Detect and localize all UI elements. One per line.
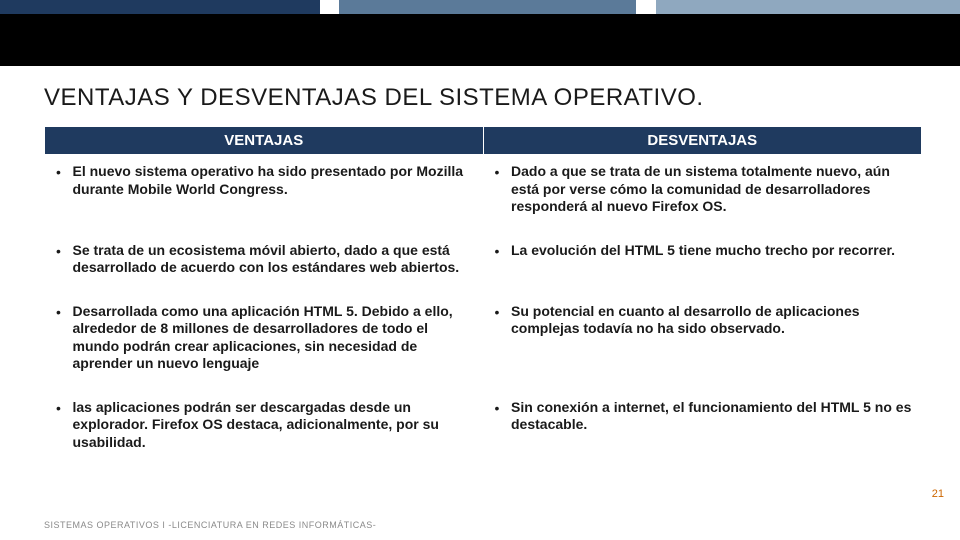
- dark-band: [0, 14, 960, 66]
- cell-text: El nuevo sistema operativo ha sido prese…: [67, 163, 474, 198]
- cell-text: Dado a que se trata de un sistema totalm…: [505, 163, 912, 216]
- table-row: • las aplicaciones podrán ser descargada…: [45, 391, 922, 470]
- stripe-gap-1: [320, 0, 339, 14]
- stripe-segment-1: [0, 0, 320, 14]
- cell-text: Desarrollada como una aplicación HTML 5.…: [67, 303, 474, 373]
- stripe-gap-2: [636, 0, 655, 14]
- table-row: • Desarrollada como una aplicación HTML …: [45, 295, 922, 391]
- cell-right: •Dado a que se trata de un sistema total…: [489, 163, 912, 216]
- bullet-icon: •: [51, 242, 67, 261]
- cell-text: Sin conexión a internet, el funcionamien…: [505, 399, 912, 434]
- footer-text: SISTEMAS OPERATIVOS I -LICENCIATURA EN R…: [44, 520, 376, 530]
- table-row: •El nuevo sistema operativo ha sido pres…: [45, 155, 922, 234]
- cell-right: •Su potencial en cuanto al desarrollo de…: [489, 303, 912, 338]
- table-row: •Se trata de un ecosistema móvil abierto…: [45, 234, 922, 295]
- cell-left: •El nuevo sistema operativo ha sido pres…: [51, 163, 474, 198]
- stripe-segment-2: [339, 0, 637, 14]
- comparison-table-wrap: VENTAJAS DESVENTAJAS •El nuevo sistema o…: [0, 126, 960, 469]
- cell-left: • las aplicaciones podrán ser descargada…: [51, 399, 474, 452]
- bullet-icon: •: [51, 303, 67, 322]
- bullet-icon: •: [51, 163, 67, 182]
- cell-right: • La evolución del HTML 5 tiene mucho tr…: [489, 242, 912, 261]
- header-disadvantages: DESVENTAJAS: [483, 127, 922, 155]
- cell-left: •Se trata de un ecosistema móvil abierto…: [51, 242, 474, 277]
- cell-text: Su potencial en cuanto al desarrollo de …: [505, 303, 912, 338]
- top-stripe: [0, 0, 960, 14]
- page-number: 21: [932, 488, 944, 500]
- bullet-icon: •: [489, 163, 505, 182]
- slide-title: VENTAJAS Y DESVENTAJAS DEL SISTEMA OPERA…: [0, 66, 960, 126]
- cell-left: • Desarrollada como una aplicación HTML …: [51, 303, 474, 373]
- cell-text: Se trata de un ecosistema móvil abierto,…: [67, 242, 474, 277]
- cell-text: las aplicaciones podrán ser descargadas …: [67, 399, 474, 452]
- header-advantages: VENTAJAS: [45, 127, 484, 155]
- cell-text: La evolución del HTML 5 tiene mucho trec…: [505, 242, 912, 260]
- bullet-icon: •: [489, 399, 505, 418]
- comparison-table: VENTAJAS DESVENTAJAS •El nuevo sistema o…: [44, 126, 922, 469]
- bullet-icon: •: [489, 242, 505, 261]
- cell-right: •Sin conexión a internet, el funcionamie…: [489, 399, 912, 434]
- stripe-segment-3: [656, 0, 960, 14]
- bullet-icon: •: [51, 399, 67, 418]
- bullet-icon: •: [489, 303, 505, 322]
